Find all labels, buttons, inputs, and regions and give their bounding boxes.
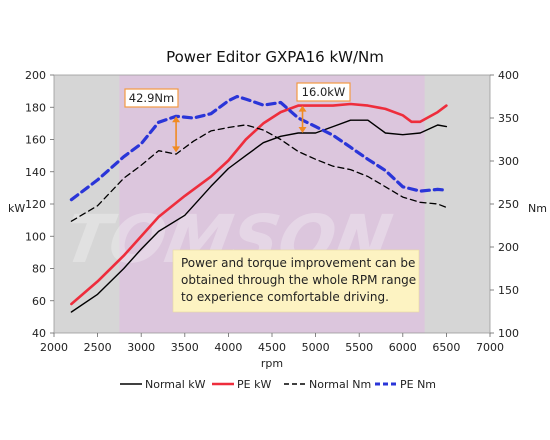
- note-box: Power and torque improvement can be obtai…: [172, 249, 420, 313]
- note-line: Power and torque improvement can be: [181, 256, 415, 270]
- annotation-arrow-head-down: [298, 127, 307, 134]
- note-line: obtained through the whole RPM range: [181, 273, 416, 287]
- legend-label: Normal Nm: [309, 378, 371, 391]
- x-tick-label: 4500: [258, 341, 286, 354]
- axes-layer: 2000 2500 3000 3500 4000 4500 5000 5500 6000 6500…: [25, 69, 519, 354]
- series-layer: [69, 94, 448, 313]
- annotation-arrow-head-up: [298, 105, 307, 112]
- y-right-tick-label: 250: [498, 198, 519, 211]
- y-left-tick-label: 140: [25, 166, 46, 179]
- note-background: [172, 249, 420, 313]
- note-line: to experience comfortable driving.: [181, 290, 389, 304]
- chart-title: Power Editor GXPA16 kW/Nm: [166, 48, 384, 66]
- annotation-box: [296, 82, 351, 102]
- x-tick-label: 6500: [432, 341, 460, 354]
- x-tick-label: 5000: [302, 341, 330, 354]
- legend-item: Normal Nm: [284, 378, 371, 391]
- legend-item: Normal kW: [120, 378, 206, 391]
- legend-label: Normal kW: [145, 378, 206, 391]
- x-tick-label: 4000: [214, 341, 242, 354]
- legend: Normal kW PE kW Normal Nm PE Nm: [120, 378, 436, 391]
- x-axis-title: rpm: [261, 357, 283, 370]
- legend-label: PE kW: [237, 378, 271, 391]
- x-tick-label: 3500: [171, 341, 199, 354]
- y-left-tick-label: 180: [25, 101, 46, 114]
- x-tick-label: 3000: [127, 341, 155, 354]
- x-tick-label: 6000: [389, 341, 417, 354]
- y-left-tick-label: 120: [25, 198, 46, 211]
- x-tick-label: 2000: [40, 341, 68, 354]
- y-right-tick-label: 100: [498, 327, 519, 340]
- y-axis-right-title: Nm: [528, 202, 547, 215]
- y-left-tick-label: 160: [25, 134, 46, 147]
- x-tick-label: 5500: [345, 341, 373, 354]
- annotation-arrow-head-up: [172, 116, 181, 123]
- series-line-normal-kw: [70, 119, 448, 313]
- legend-label: PE Nm: [400, 378, 436, 391]
- annotation-42.9Nm: 42.9Nm: [124, 88, 181, 153]
- y-right-tick-label: 400: [498, 69, 519, 82]
- legend-item: PE kW: [212, 378, 271, 391]
- y-left-tick-label: 60: [32, 295, 46, 308]
- x-tick-label: 7000: [476, 341, 504, 354]
- legend-item: PE Nm: [375, 378, 436, 391]
- annotation-label: 42.9Nm: [129, 91, 174, 105]
- x-tick-label: 2500: [84, 341, 112, 354]
- y-left-tick-label: 40: [32, 327, 46, 340]
- annotation-box: [124, 88, 179, 108]
- y-axis-left-title: kW: [8, 202, 25, 215]
- annotation-16.0kW: 16.0kW: [296, 82, 351, 134]
- annotation-layer: 42.9Nm 16.0kW: [124, 82, 351, 153]
- annotation-label: 16.0kW: [302, 85, 346, 99]
- y-left-tick-label: 100: [25, 230, 46, 243]
- series-line-pe-nm: [69, 94, 448, 202]
- y-left-tick-label: 200: [25, 69, 46, 82]
- y-right-tick-label: 150: [498, 284, 519, 297]
- y-left-tick-label: 80: [32, 263, 46, 276]
- y-right-tick-label: 350: [498, 112, 519, 125]
- y-right-tick-label: 300: [498, 155, 519, 168]
- series-line-normal-nm: [70, 124, 448, 222]
- y-right-tick-label: 200: [498, 241, 519, 254]
- series-line-pe-kw: [70, 102, 448, 306]
- annotation-arrow-head-down: [172, 146, 181, 153]
